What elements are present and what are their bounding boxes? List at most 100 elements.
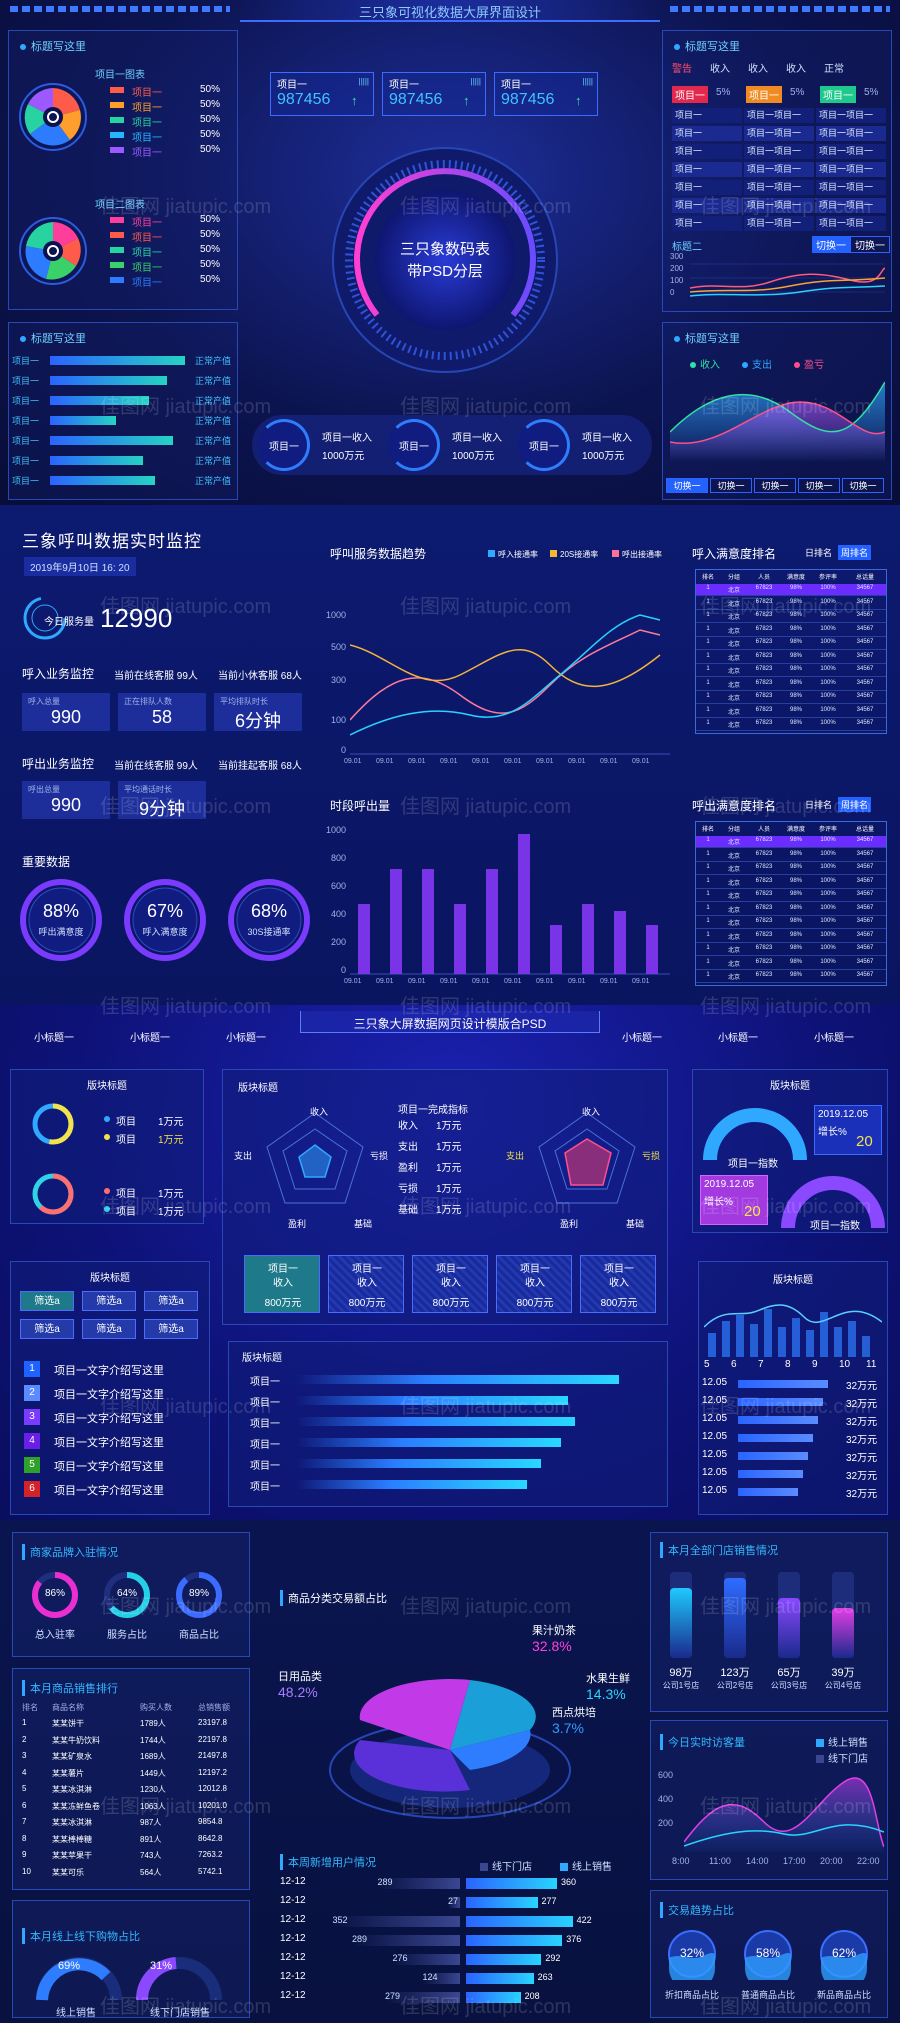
alert-cell: 项目一项目一: [816, 108, 886, 123]
stat-box-label: 呼出总量: [28, 785, 60, 794]
trend-legend: 呼入接通率 20S接通率 呼出接通率: [488, 549, 678, 561]
row-value: 32万元: [846, 1471, 878, 1482]
rank-cell: 67823: [755, 639, 773, 645]
rank-row: [696, 719, 886, 731]
pie-chart-2: [19, 217, 87, 285]
bar-fill: [50, 356, 185, 365]
dashboard-section-4: 商家品牌入驻情况 86% 总入驻率 64% 服务占比 89% 商品占比 本月商品销售排行 …: [0, 1520, 900, 2023]
rank-cell: 98%: [789, 877, 802, 884]
hourly-title: 时段呼出量: [330, 799, 391, 813]
rank-cell: 6: [22, 1800, 27, 1810]
income-box-l1: 项目一: [520, 1264, 550, 1275]
rank-cell: 891人: [140, 1834, 162, 1844]
donut-items: 项目 1万元 项目 1万元 项目 1万元 项目 1万元: [104, 1105, 204, 1218]
x-tick: 09.01: [536, 758, 554, 765]
rank-cell: 34567: [856, 625, 874, 632]
filter-button[interactable]: 筛选a: [20, 1319, 74, 1339]
rank-cell: 34567: [856, 652, 874, 659]
rank-row: [696, 652, 886, 664]
trend-line-chart: [350, 614, 670, 755]
area-bar: [764, 1309, 772, 1357]
rank-cell: 98%: [789, 850, 802, 857]
alert-cell: 项目一: [672, 144, 742, 159]
area-switch-row: 切换一 切换一 切换一 切换一 切换一: [666, 478, 888, 494]
rank-out-tab-week[interactable]: 周排名: [838, 797, 872, 812]
alert-tab[interactable]: 收入: [748, 64, 768, 75]
key-ring-value: 68%: [250, 901, 288, 921]
alert-tab[interactable]: 警告: [672, 64, 692, 75]
radar-label: 收入: [310, 1107, 329, 1117]
bar-y-tick: 600: [330, 881, 346, 891]
legend-label: 项目一: [132, 133, 162, 144]
filter-button[interactable]: 筛选a: [82, 1319, 136, 1339]
legend-swatch: [110, 87, 124, 93]
rank-cell: 北京: [727, 601, 740, 608]
stat-box-label: 平均通话时长: [124, 785, 172, 794]
alert-badge: 项目一: [672, 86, 708, 103]
area-switch-button[interactable]: 切换一: [798, 478, 840, 493]
trend-ring-value: 32%: [679, 1946, 705, 1960]
rank-cell: 100%: [820, 864, 836, 870]
hbar-fill: [296, 1438, 562, 1447]
rank-cell: 34567: [856, 877, 874, 884]
nav-item-6[interactable]: 小标题一: [814, 1033, 854, 1044]
hbar-fill: [296, 1375, 619, 1384]
nav-item-2[interactable]: 小标题一: [130, 1033, 170, 1044]
rank-in-tab-week[interactable]: 周排名: [838, 545, 872, 560]
rank-cell: 1: [706, 720, 710, 726]
nav-item-3[interactable]: 小标题一: [226, 1033, 266, 1044]
rank-out-tab-day[interactable]: 日排名: [805, 800, 833, 810]
ring-progress: [176, 1572, 222, 1618]
filter-button[interactable]: 筛选a: [20, 1291, 74, 1311]
filter-button[interactable]: 筛选a: [144, 1319, 198, 1339]
radar-label: 亏损: [642, 1151, 661, 1161]
rank-cell: 北京: [727, 894, 740, 900]
area-switch-button[interactable]: 切换一: [710, 478, 752, 493]
nav-item-4[interactable]: 小标题一: [622, 1033, 662, 1044]
pie-label-juice: 果汁奶茶: [532, 1625, 576, 1637]
switch-button-1[interactable]: 切换一: [812, 236, 850, 253]
bar-label: 项目一: [12, 436, 40, 446]
key-rings: 88% 呼出满意度 67% 呼入满意度 68% 30S接通率: [18, 877, 318, 967]
pill-circle: 项目一: [258, 419, 310, 471]
filter-button[interactable]: 筛选a: [82, 1291, 136, 1311]
alert-tab[interactable]: 收入: [786, 64, 806, 75]
monitor-title: 三象呼叫数据实时监控: [22, 532, 202, 551]
trend-ring-icon: [744, 1930, 792, 1980]
area-switch-button[interactable]: 切换一: [666, 478, 708, 493]
rank-row: [696, 692, 886, 704]
legend-swatch: [110, 132, 124, 138]
filter-button[interactable]: 筛选a: [144, 1291, 198, 1311]
income-box-l1: 项目一: [268, 1264, 298, 1275]
trend-legend-item: 20S接通率: [550, 549, 598, 560]
alert-cell: 项目一: [672, 216, 742, 231]
alert-tab[interactable]: 正常: [824, 64, 844, 75]
store-name: 公司1号店: [662, 1681, 700, 1690]
rank-cell: 北京: [727, 615, 740, 621]
donut-1: [32, 1103, 74, 1145]
switch-button-2[interactable]: 切换一: [850, 236, 890, 253]
area-panel-title: 标题写这里: [674, 330, 740, 346]
rank-cell: 67823: [755, 720, 773, 726]
donut-panel: [10, 1069, 204, 1224]
legend-label: 项目一: [132, 88, 162, 99]
nav-item-1[interactable]: 小标题一: [34, 1033, 74, 1044]
hourly-y-axis: 1000 800 600 400 200 0: [318, 825, 346, 975]
half-gauge-1-label: 项目一指数: [728, 1159, 778, 1170]
nav-item-5[interactable]: 小标题一: [718, 1033, 758, 1044]
rank-cell: 564人: [140, 1867, 162, 1877]
area-switch-button[interactable]: 切换一: [754, 478, 796, 493]
brand-ring-icon: [104, 1572, 150, 1618]
legend-value: 50%: [200, 129, 221, 140]
bar-area-x-axis: 5 6 7 8 9 10 11: [704, 1359, 882, 1371]
rank-cell: 100%: [820, 612, 836, 618]
area-switch-button[interactable]: 切换一: [842, 478, 884, 493]
rank-cell: 67823: [755, 666, 773, 672]
legend-label: 项目一: [132, 103, 162, 114]
donut-item-dot-icon: [104, 1116, 110, 1122]
rank-head-cell: 购买人数: [140, 1703, 172, 1712]
key-ring-icon: [124, 879, 206, 961]
alert-tab[interactable]: 收入: [710, 64, 730, 75]
rank-in-tab-day[interactable]: 日排名: [805, 548, 833, 558]
rank-head-cell: 商品名称: [52, 1703, 84, 1712]
